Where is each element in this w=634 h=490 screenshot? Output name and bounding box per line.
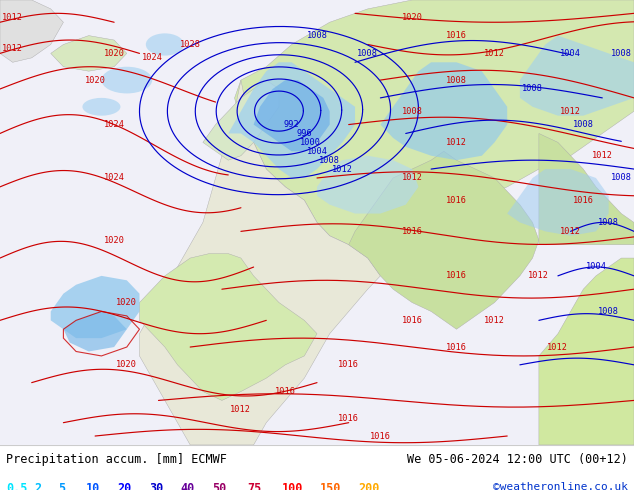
Text: 100: 100	[282, 482, 304, 490]
Text: 1012: 1012	[547, 343, 569, 351]
Text: 1012: 1012	[484, 316, 505, 325]
Text: 996: 996	[297, 129, 312, 138]
Text: 20: 20	[117, 482, 131, 490]
Text: 30: 30	[149, 482, 163, 490]
Ellipse shape	[146, 33, 184, 55]
Text: Precipitation accum. [mm] ECMWF: Precipitation accum. [mm] ECMWF	[6, 453, 227, 466]
Text: 1020: 1020	[103, 236, 125, 245]
Text: 1008: 1008	[319, 156, 340, 165]
Text: 1012: 1012	[446, 138, 467, 147]
Text: 1016: 1016	[338, 414, 359, 423]
Text: 1016: 1016	[401, 316, 423, 325]
Text: 1016: 1016	[446, 31, 467, 40]
Text: 1012: 1012	[401, 173, 423, 182]
Text: 1016: 1016	[573, 196, 594, 205]
Text: ©weatheronline.co.uk: ©weatheronline.co.uk	[493, 482, 628, 490]
Text: 1008: 1008	[598, 307, 619, 316]
Text: 992: 992	[284, 120, 299, 129]
Text: 75: 75	[247, 482, 261, 490]
Text: We 05-06-2024 12:00 UTC (00+12): We 05-06-2024 12:00 UTC (00+12)	[407, 453, 628, 466]
Ellipse shape	[101, 67, 152, 94]
Polygon shape	[228, 62, 355, 178]
Text: 1008: 1008	[573, 120, 594, 129]
Text: 1016: 1016	[446, 271, 467, 280]
Polygon shape	[51, 36, 127, 71]
Text: 1012: 1012	[2, 13, 23, 23]
Text: 1024: 1024	[103, 173, 125, 182]
Text: 1016: 1016	[370, 432, 391, 441]
Text: 50: 50	[212, 482, 226, 490]
Text: 1008: 1008	[611, 49, 632, 58]
Polygon shape	[349, 151, 539, 329]
Polygon shape	[51, 276, 139, 338]
Polygon shape	[63, 312, 127, 351]
Ellipse shape	[82, 98, 120, 116]
Text: 150: 150	[320, 482, 342, 490]
Text: 10: 10	[86, 482, 100, 490]
Polygon shape	[254, 80, 330, 151]
Text: 1012: 1012	[560, 227, 581, 236]
Text: 1016: 1016	[446, 196, 467, 205]
Text: 1020: 1020	[116, 360, 138, 369]
Text: 1020: 1020	[116, 298, 138, 307]
Polygon shape	[507, 169, 609, 236]
Text: 1016: 1016	[338, 360, 359, 369]
Text: 1012: 1012	[2, 45, 23, 53]
Text: 1008: 1008	[522, 84, 543, 94]
Polygon shape	[139, 254, 317, 400]
Text: 1016: 1016	[275, 387, 296, 396]
Text: 1020: 1020	[401, 13, 423, 23]
Text: 1016: 1016	[446, 343, 467, 351]
Text: 40: 40	[181, 482, 195, 490]
Text: 1004: 1004	[306, 147, 328, 156]
Text: 1020: 1020	[84, 75, 106, 85]
Text: 200: 200	[358, 482, 380, 490]
Text: 1012: 1012	[230, 405, 252, 414]
Polygon shape	[539, 258, 634, 445]
Text: 1012: 1012	[528, 271, 550, 280]
Polygon shape	[235, 0, 634, 245]
Text: 1004: 1004	[585, 263, 607, 271]
Text: 1016: 1016	[401, 227, 423, 236]
Text: 1008: 1008	[357, 49, 378, 58]
Text: 1012: 1012	[484, 49, 505, 58]
Text: 1024: 1024	[103, 120, 125, 129]
Polygon shape	[0, 0, 63, 62]
Polygon shape	[139, 80, 380, 445]
Text: 5: 5	[58, 482, 65, 490]
Polygon shape	[203, 80, 279, 160]
Text: 1008: 1008	[401, 107, 423, 116]
Text: 1008: 1008	[611, 173, 632, 182]
Text: 1012: 1012	[592, 151, 613, 160]
Text: 1008: 1008	[598, 218, 619, 227]
Polygon shape	[520, 36, 634, 116]
Text: 1024: 1024	[141, 53, 163, 62]
Text: 1008: 1008	[306, 31, 328, 40]
Text: 0.5: 0.5	[6, 482, 28, 490]
Text: 1008: 1008	[446, 75, 467, 85]
Polygon shape	[539, 133, 634, 245]
Text: 1004: 1004	[560, 49, 581, 58]
Polygon shape	[380, 62, 507, 160]
Polygon shape	[317, 156, 418, 214]
Text: 1012: 1012	[560, 107, 581, 116]
Text: 1028: 1028	[179, 40, 201, 49]
Text: 1020: 1020	[103, 49, 125, 58]
Text: 2: 2	[35, 482, 42, 490]
Text: 1012: 1012	[332, 165, 353, 173]
Text: 1000: 1000	[300, 138, 321, 147]
